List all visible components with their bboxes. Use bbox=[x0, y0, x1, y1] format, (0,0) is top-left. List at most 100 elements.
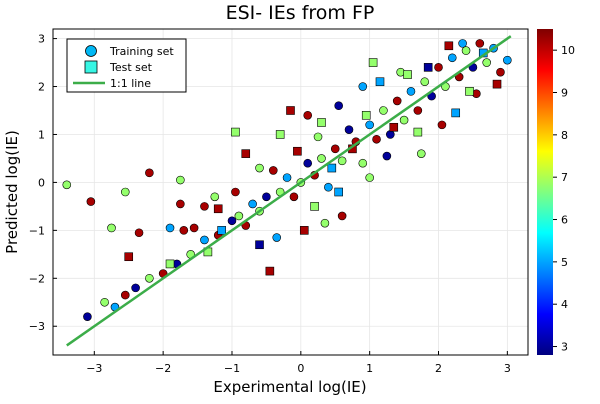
colorbar bbox=[537, 29, 553, 355]
legend-line-label: 1:1 line bbox=[110, 77, 151, 90]
training-point bbox=[503, 55, 512, 65]
training-point bbox=[120, 187, 130, 197]
training-point bbox=[475, 39, 485, 48]
training-point bbox=[447, 53, 457, 63]
training-point bbox=[320, 218, 330, 228]
training-point bbox=[100, 297, 109, 307]
test-point bbox=[293, 146, 302, 156]
colorbar-tick-label: 6 bbox=[561, 214, 568, 227]
x-tick-label: 3 bbox=[504, 362, 511, 375]
x-axis-ticks: −3 −2 −1 0 1 2 3 bbox=[86, 351, 511, 375]
colorbar-ticks: 3 4 5 6 7 8 9 10 bbox=[553, 44, 575, 354]
test-point bbox=[165, 259, 175, 269]
training-point bbox=[382, 151, 392, 161]
test-point bbox=[275, 130, 285, 139]
test-point bbox=[403, 70, 412, 79]
training-point bbox=[406, 87, 416, 96]
training-point bbox=[416, 149, 426, 158]
training-point bbox=[189, 223, 199, 233]
training-point bbox=[107, 223, 116, 233]
training-point bbox=[145, 168, 154, 178]
test-point bbox=[451, 108, 461, 118]
test-point bbox=[361, 110, 371, 120]
colorbar-tick-label: 9 bbox=[561, 87, 568, 100]
training-point bbox=[437, 120, 447, 130]
training-point bbox=[434, 63, 443, 72]
training-point bbox=[482, 58, 491, 67]
y-tick-label: 1 bbox=[38, 128, 45, 141]
x-tick-label: 1 bbox=[366, 362, 373, 375]
x-tick-label: −3 bbox=[86, 362, 102, 375]
training-point bbox=[282, 173, 292, 182]
training-point bbox=[461, 46, 471, 55]
training-point bbox=[372, 134, 381, 144]
training-point bbox=[379, 106, 388, 115]
training-point bbox=[289, 192, 299, 202]
training-point bbox=[386, 130, 395, 139]
training-point bbox=[399, 115, 409, 125]
x-tick-label: 2 bbox=[435, 362, 442, 375]
y-tick-label: 0 bbox=[38, 176, 45, 189]
training-point bbox=[86, 197, 96, 206]
plot-frame bbox=[52, 28, 529, 356]
training-point bbox=[131, 283, 140, 293]
training-point bbox=[268, 166, 278, 175]
training-point bbox=[231, 187, 240, 197]
y-tick-label: 3 bbox=[38, 33, 45, 46]
colorbar-tick-label: 5 bbox=[561, 256, 568, 269]
training-point bbox=[83, 312, 92, 321]
training-point bbox=[413, 106, 423, 115]
test-point bbox=[368, 58, 378, 67]
training-point bbox=[248, 199, 257, 209]
test-point bbox=[217, 226, 226, 235]
legend-training-label: Training set bbox=[109, 45, 174, 58]
training-point bbox=[458, 39, 467, 48]
training-point bbox=[303, 158, 313, 168]
training-point bbox=[365, 120, 374, 130]
y-tick-label: −2 bbox=[29, 272, 45, 285]
test-point bbox=[241, 149, 251, 158]
test-point bbox=[255, 240, 264, 250]
training-point bbox=[272, 233, 282, 242]
training-point bbox=[200, 202, 209, 211]
training-point bbox=[227, 216, 237, 226]
legend-training-marker bbox=[85, 45, 97, 57]
test-point bbox=[327, 163, 337, 173]
legend-test-label: Test set bbox=[109, 61, 153, 74]
test-point bbox=[334, 187, 343, 197]
x-tick-label: −2 bbox=[155, 362, 171, 375]
training-point bbox=[392, 96, 402, 106]
training-point bbox=[165, 223, 175, 233]
test-point bbox=[423, 63, 433, 72]
test-point bbox=[299, 226, 309, 235]
training-point bbox=[330, 144, 340, 154]
test-point bbox=[389, 122, 399, 132]
training-point bbox=[262, 192, 271, 202]
test-point bbox=[413, 127, 423, 137]
training-point bbox=[255, 163, 264, 173]
training-point bbox=[324, 182, 333, 192]
legend: Training set Test set 1:1 line bbox=[66, 38, 187, 93]
colorbar-tick-label: 10 bbox=[561, 44, 575, 57]
y-axis-label: Predicted log(IE) bbox=[3, 130, 21, 254]
y-tick-label: −1 bbox=[29, 224, 45, 237]
training-point bbox=[200, 235, 209, 245]
training-point bbox=[313, 132, 323, 142]
training-point bbox=[234, 211, 244, 221]
test-point bbox=[310, 202, 319, 211]
training-point bbox=[134, 228, 144, 238]
training-point bbox=[496, 67, 505, 77]
one-to-one-line bbox=[66, 35, 512, 347]
x-axis-label: Experimental log(IE) bbox=[213, 378, 366, 396]
colorbar-tick-label: 4 bbox=[561, 298, 568, 311]
training-point bbox=[145, 273, 154, 283]
colorbar-tick-label: 8 bbox=[561, 129, 568, 142]
training-point bbox=[337, 156, 347, 166]
test-point bbox=[124, 252, 134, 262]
training-point bbox=[337, 211, 347, 221]
y-tick-label: 2 bbox=[38, 81, 45, 94]
test-point bbox=[375, 77, 385, 87]
training-point bbox=[303, 110, 313, 120]
test-point bbox=[231, 127, 240, 137]
